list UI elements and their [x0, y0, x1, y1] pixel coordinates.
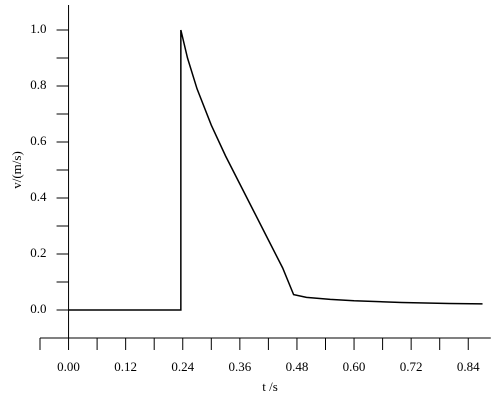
x-tick-label: 0.72	[400, 359, 423, 374]
x-tick-label: 0.48	[286, 359, 309, 374]
y-tick-label: 0.0	[30, 301, 46, 316]
y-tick-label: 1.0	[30, 21, 46, 36]
y-tick-label: 0.8	[30, 77, 46, 92]
y-axis-label: v/(m/s)	[9, 151, 24, 189]
x-axis-label: t /s	[262, 379, 278, 394]
x-tick-label: 0.84	[457, 359, 480, 374]
x-tick-label: 0.12	[114, 359, 137, 374]
y-tick-label: 0.4	[30, 189, 47, 204]
y-tick-label: 0.6	[30, 133, 47, 148]
x-tick-label: 0.36	[228, 359, 251, 374]
y-tick-label: 0.2	[30, 245, 46, 260]
x-tick-label: 0.00	[57, 359, 80, 374]
data-line	[68, 29, 483, 311]
x-tick-label: 0.24	[171, 359, 194, 374]
x-tick-label: 0.60	[343, 359, 366, 374]
